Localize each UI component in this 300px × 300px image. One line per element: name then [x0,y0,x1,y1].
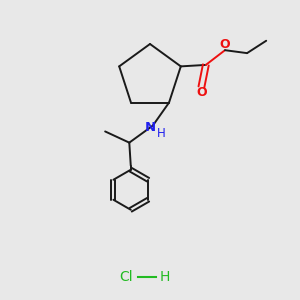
Text: H: H [157,127,166,140]
Text: H: H [160,270,170,283]
Text: Cl: Cl [120,270,133,283]
Text: N: N [145,121,156,134]
Text: O: O [220,38,230,51]
Text: O: O [196,86,207,99]
